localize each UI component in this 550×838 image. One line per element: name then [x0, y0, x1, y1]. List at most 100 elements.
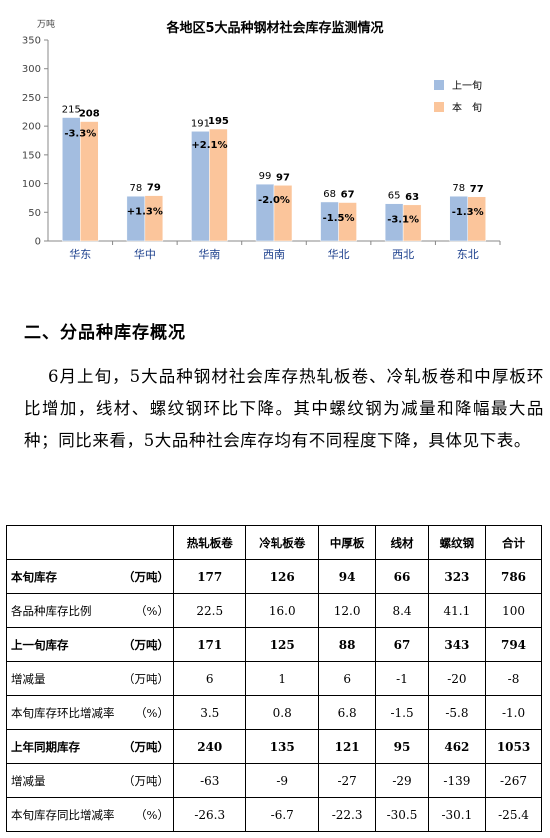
table-cell: 1053: [485, 729, 542, 764]
y-tick-label: 200: [22, 122, 41, 133]
bar-prev-period: [126, 195, 146, 242]
row-label: 上一旬库存: [11, 637, 69, 652]
chart-svg: 各地区5大品种钢材社会库存监测情况 万吨 0 50 100 150 200 250 300 350…: [22, 18, 501, 261]
table-corner-cell: [6, 525, 174, 560]
bar-value-label: 65: [388, 191, 401, 202]
category-label: 华南: [198, 247, 220, 261]
table-cell: 171: [172, 627, 247, 662]
table-cell: -9: [245, 763, 319, 798]
y-tick-label: 250: [22, 93, 41, 104]
y-tick-label: 50: [28, 208, 41, 219]
table-cell: 125: [245, 627, 319, 662]
table-body: 本旬库存 （万吨） 177 126 94 66 323 786 各品种库存比例 （%） 22.5 16…: [6, 559, 542, 832]
legend-label: 本 旬: [452, 101, 482, 114]
table-cell: 794: [485, 627, 542, 662]
row-unit: （万吨）: [123, 671, 169, 686]
y-tick-label: 100: [22, 179, 41, 190]
bar-prev-period: [449, 195, 468, 242]
change-rate-label: -3.3%: [64, 129, 96, 140]
table-cell: 8.4: [375, 593, 429, 628]
inventory-table: 热轧板卷 冷轧板卷 中厚板 线材 螺纹钢 合计 本旬库存 （万吨） 177 126 94…: [6, 525, 542, 832]
table-cell: -8: [485, 661, 542, 696]
category-label: 西南: [263, 248, 285, 261]
bar-current-period: [273, 185, 293, 242]
row-label: 本旬库存环比增减率: [11, 705, 115, 720]
bar-value-label: 77: [470, 184, 484, 195]
row-label-cell: 增减量 （万吨）: [6, 763, 174, 798]
table-cell: -20: [427, 661, 487, 696]
table-row: 各品种库存比例 （%） 22.5 16.0 12.0 8.4 41.1 100: [6, 593, 542, 628]
row-label-cell: 增减量 （万吨）: [6, 661, 174, 696]
bar-value-label: 63: [405, 192, 419, 203]
bar-current-period: [467, 196, 486, 242]
bar-value-label: 78: [452, 183, 465, 194]
col-header: 冷轧板卷: [245, 525, 319, 560]
col-header: 中厚板: [317, 525, 377, 560]
row-label: 各品种库存比例: [11, 603, 92, 618]
y-tick-label: 0: [35, 237, 41, 248]
change-rate-label: -2.0%: [258, 195, 290, 206]
table-cell: 6: [172, 661, 247, 696]
row-label: 增减量: [11, 773, 46, 788]
legend-label: 上一旬: [452, 79, 482, 92]
table-row: 本旬库存同比增减率 （%） -26.3 -6.7 -22.3 -30.5 -30.1 -25.…: [6, 797, 542, 832]
category-label: 西北: [392, 248, 414, 261]
bar-value-label: 195: [208, 116, 229, 127]
table-cell: 94: [317, 559, 377, 594]
table-cell: 177: [172, 559, 247, 594]
row-unit: （万吨）: [123, 739, 169, 754]
y-tick-label: 300: [22, 64, 41, 75]
table-row: 增减量 （万吨） -63 -9 -27 -29 -139 -267: [6, 763, 542, 798]
row-label-cell: 上一旬库存 （万吨）: [6, 627, 174, 662]
row-unit: （%）: [135, 705, 169, 720]
bar-current-period: [209, 128, 228, 242]
table-cell: -30.1: [427, 797, 487, 832]
bar-value-label: 191: [191, 118, 210, 129]
table-row: 本旬库存 （万吨） 177 126 94 66 323 786: [6, 559, 542, 594]
table-row: 本旬库存环比增减率 （%） 3.5 0.8 6.8 -1.5 -5.8 -1.0: [6, 695, 542, 730]
table-cell: 0.8: [245, 695, 319, 730]
table-cell: -1.5: [375, 695, 429, 730]
col-header: 热轧板卷: [172, 525, 247, 560]
regional-inventory-chart: 各地区5大品种钢材社会库存监测情况 万吨 0 50 100 150 200 250 300 350…: [0, 0, 550, 290]
row-label-cell: 本旬库存 （万吨）: [6, 559, 174, 594]
y-tick-label: 150: [22, 150, 41, 161]
row-label: 增减量: [11, 671, 46, 686]
table-cell: -29: [375, 763, 429, 798]
bar-value-label: 79: [147, 183, 161, 194]
bar-value-label: 97: [276, 172, 290, 183]
table-cell: 343: [427, 627, 487, 662]
table-cell: -1.0: [485, 695, 542, 730]
col-header: 线材: [375, 525, 429, 560]
bar-current-period: [144, 195, 164, 242]
category-label: 东北: [457, 248, 479, 261]
row-unit: （万吨）: [123, 637, 169, 652]
row-unit: （万吨）: [123, 773, 169, 788]
change-rate-label: -1.5%: [323, 213, 355, 224]
change-rate-label: -1.3%: [452, 207, 484, 218]
table-header-row: 热轧板卷 冷轧板卷 中厚板 线材 螺纹钢 合计: [6, 525, 542, 560]
table-row: 上年同期库存 （万吨） 240 135 121 95 462 1053: [6, 729, 542, 764]
legend-swatch: [434, 102, 444, 112]
row-unit: （%）: [135, 807, 169, 822]
table-cell: -139: [427, 763, 487, 798]
bar-value-label: 68: [323, 189, 336, 200]
y-tick-label: 350: [22, 36, 41, 47]
row-label: 本旬库存同比增减率: [11, 807, 115, 822]
table-cell: 6.8: [317, 695, 377, 730]
row-unit: （万吨）: [123, 569, 169, 584]
table-cell: -267: [485, 763, 542, 798]
y-axis-unit: 万吨: [37, 18, 55, 30]
change-rate-label: -3.1%: [387, 215, 419, 226]
table-cell: 121: [317, 729, 377, 764]
row-label-cell: 各品种库存比例 （%）: [6, 593, 174, 628]
table-cell: -27: [317, 763, 377, 798]
chart-title: 各地区5大品种钢材社会库存监测情况: [165, 20, 383, 36]
table-cell: 66: [375, 559, 429, 594]
bar-value-label: 78: [129, 183, 142, 194]
row-unit: （%）: [135, 603, 169, 618]
table-row: 上一旬库存 （万吨） 171 125 88 67 343 794: [6, 627, 542, 662]
table-cell: 135: [245, 729, 319, 764]
table-cell: 6: [317, 661, 377, 696]
col-header: 螺纹钢: [427, 525, 487, 560]
